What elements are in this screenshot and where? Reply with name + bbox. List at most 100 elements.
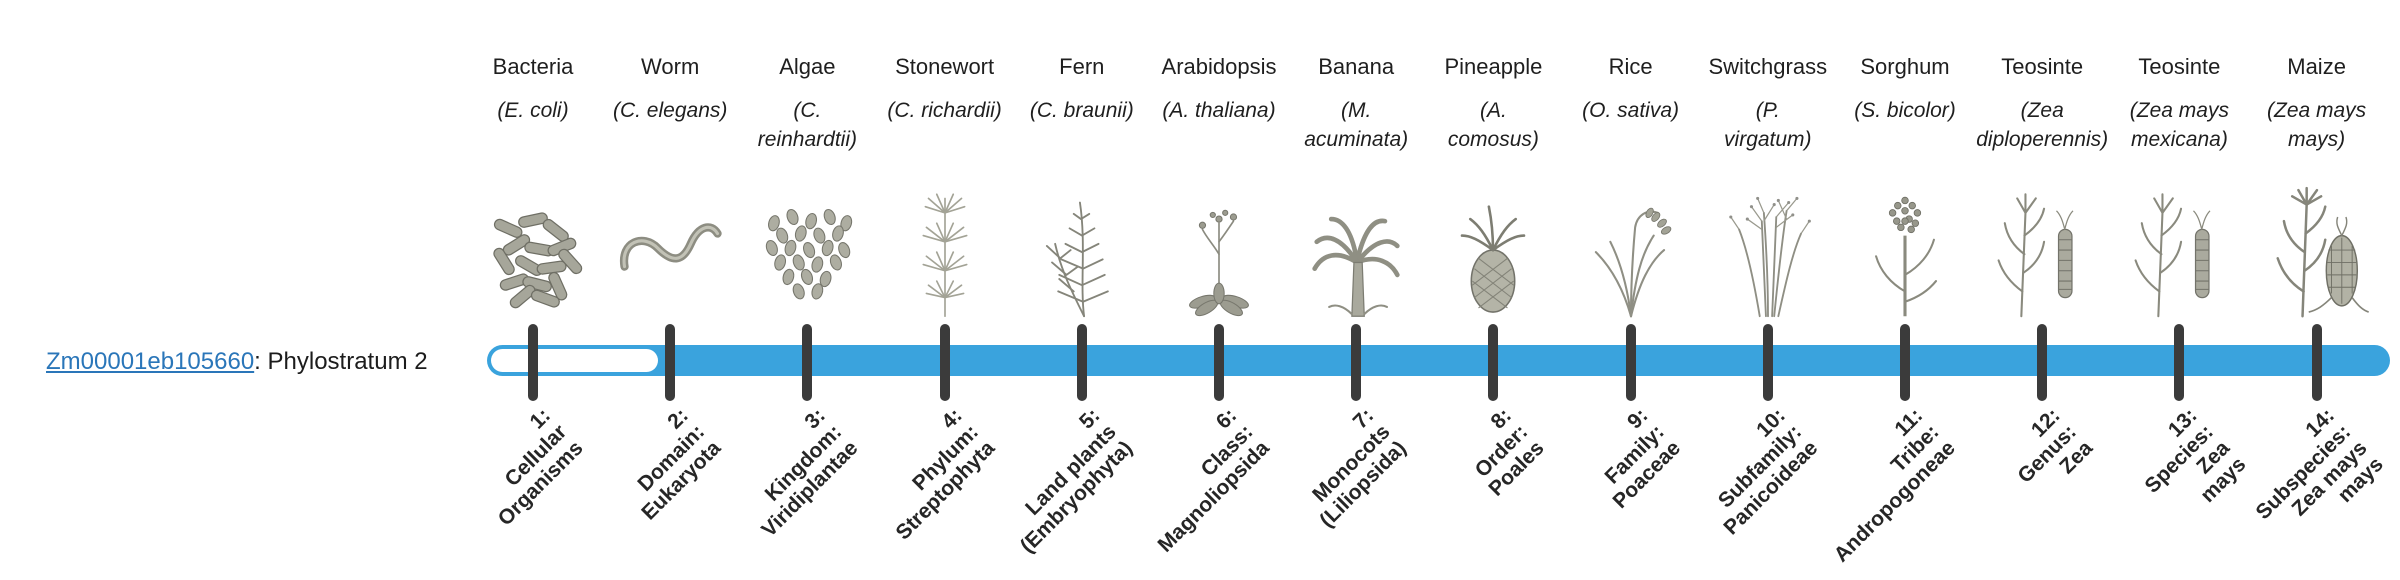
organism-common-name: Teosinte <box>2138 54 2221 79</box>
organism-common-name: Teosinte <box>2001 54 2084 79</box>
organism-column: Banana (M. acuminata) <box>1271 54 1441 317</box>
fern-illustration <box>1020 172 1144 322</box>
organism-column: Switchgrass (P. virgatum) <box>1683 54 1853 318</box>
scientific-name-line: (E. coli) <box>497 99 569 122</box>
scientific-name-line: (S. bicolor) <box>1854 99 1956 122</box>
organism-column: Teosinte (Zea diploperennis) <box>1957 54 2127 318</box>
scientific-name-line: (C. richardii) <box>887 99 1002 122</box>
rice-illustration <box>1569 172 1693 322</box>
scientific-name-line: mexicana) <box>2130 128 2228 151</box>
scientific-name-line: diploperennis) <box>1976 128 2109 151</box>
phylostratum-text: : Phylostratum 2 <box>254 348 428 375</box>
organism-scientific-name: (O. sativa) <box>1546 96 1716 125</box>
organism-column: Algae (C. reinhardtii) <box>722 54 892 300</box>
scientific-name-line: (M. <box>1341 99 1372 122</box>
phylostratum-stage-label: 2: Domain: Eukaryota <box>604 404 725 525</box>
scientific-name-line: comosus) <box>1447 128 1539 151</box>
gene-label: Zm00001eb105660: Phylostratum 2 <box>46 346 428 377</box>
phylostratum-tick <box>939 324 950 401</box>
switchgrass-illustration <box>1706 172 1830 322</box>
gene-id-link[interactable]: Zm00001eb105660 <box>46 348 255 375</box>
scientific-name-line: (A. <box>1479 99 1507 122</box>
organism-scientific-name: (E. coli) <box>448 96 618 125</box>
scientific-name-line: mays) <box>2288 128 2346 151</box>
phylostratum-bar-unfilled <box>491 349 659 372</box>
phylostratum-tick <box>1351 324 1362 401</box>
organism-scientific-name: (P. virgatum) <box>1683 96 1853 154</box>
organism-common-name: Banana <box>1318 54 1395 79</box>
phylostratum-bar <box>487 345 2390 376</box>
organism-scientific-name: (C. braunii) <box>997 96 1167 125</box>
phylostratum-stage-label: 3: Kingdom: Viridiplantae <box>725 404 862 542</box>
teosinte-illustration <box>1980 172 2104 322</box>
scientific-name-line: reinhardtii) <box>757 128 857 151</box>
phylostratum-stage-label: 7: Monocots (Liliopsida) <box>1283 404 1411 532</box>
maize-illustration <box>2255 172 2379 322</box>
organism-scientific-name: (C. richardii) <box>860 96 1030 125</box>
phylostratum-stage-label: 9: Family: Poaceae <box>1576 404 1686 513</box>
scientific-name-line: acuminata) <box>1304 128 1409 151</box>
scientific-name-line: (Zea mays <box>2129 99 2229 122</box>
scientific-name-line: (A. thaliana) <box>1162 99 1276 122</box>
phylostratum-tick <box>528 324 538 401</box>
organism-scientific-name: (S. bicolor) <box>1820 96 1990 125</box>
organism-common-name: Algae <box>779 54 836 79</box>
organism-column: Rice (O. sativa) <box>1546 54 1716 318</box>
phylostratum-tick <box>1488 324 1499 401</box>
organism-common-name: Switchgrass <box>1708 54 1828 79</box>
scientific-name-line: (P. <box>1755 99 1780 122</box>
organism-scientific-name: (M. acuminata) <box>1271 96 1441 154</box>
organism-common-name: Rice <box>1608 54 1653 79</box>
phylostratum-tick <box>1214 324 1224 401</box>
pineapple-illustration <box>1431 172 1555 322</box>
phylostratum-stage-label: 11: Tribe: Andropogoneae <box>1797 404 1960 567</box>
stonewort-illustration <box>883 172 1007 322</box>
scientific-name-line: (Zea <box>2020 99 2064 122</box>
banana-illustration <box>1294 172 1418 322</box>
arabidopsis-illustration <box>1157 172 1281 322</box>
organism-column: Fern (C. braunii) <box>997 54 1167 318</box>
phylostratum-stage-label: 6: Class: Magnoliopsida <box>1121 404 1274 557</box>
phylostratum-tick <box>2037 324 2048 401</box>
scientific-name-line: (O. sativa) <box>1582 99 1680 122</box>
phylostratum-stage-label: 12: Genus: Zea <box>1997 404 2097 504</box>
organism-common-name: Bacteria <box>492 54 574 79</box>
phylostratum-stage-label: 1: Cellular Organisms <box>461 404 588 530</box>
phylostratum-tick <box>1900 324 1910 401</box>
organism-column: Bacteria (E. coli) <box>448 54 618 309</box>
teosinte-illustration <box>2117 172 2241 322</box>
phylostratum-stage-label: 4: Phylum: Streptophyta <box>859 404 1000 544</box>
organism-common-name: Stonewort <box>895 54 995 79</box>
bacteria-illustration <box>471 172 595 322</box>
phylostratum-tick <box>2174 324 2185 401</box>
phylostratum-tick <box>1625 324 1636 401</box>
organism-column: Sorghum (S. bicolor) <box>1820 54 1990 317</box>
worm-illustration <box>608 172 732 322</box>
phylostratum-stage-label: 5: Land plants (Embryophyta) <box>983 404 1137 558</box>
phylostratum-tick <box>665 324 676 401</box>
organism-column: Worm (C. elegans) <box>585 54 755 271</box>
organism-common-name: Sorghum <box>1860 54 1950 79</box>
organism-common-name: Arabidopsis <box>1161 54 1277 79</box>
organism-column: Pineapple (A. comosus) <box>1408 54 1578 313</box>
organism-common-name: Fern <box>1059 54 1105 79</box>
organism-column: Arabidopsis (A. thaliana) <box>1134 54 1304 317</box>
phylostratum-stage-label: 14: Subspecies: Zea mays mays <box>2235 404 2387 557</box>
phylostratum-stage-label: 13: Species: Zea mays <box>2124 404 2251 530</box>
scientific-name-line: virgatum) <box>1724 128 1812 151</box>
scientific-name-line: (C. <box>793 99 822 122</box>
phylostratum-tick <box>1076 324 1087 401</box>
organism-scientific-name: (Zea mays mays) <box>2232 96 2400 154</box>
organism-scientific-name: (C. elegans) <box>585 96 755 125</box>
organism-common-name: Worm <box>641 54 700 79</box>
organism-scientific-name: (A. thaliana) <box>1134 96 1304 125</box>
organism-scientific-name: (C. reinhardtii) <box>722 96 892 154</box>
phylostratum-tick <box>802 324 813 401</box>
organism-common-name: Pineapple <box>1444 54 1543 79</box>
organism-column: Teosinte (Zea mays mexicana) <box>2094 54 2264 318</box>
algae-illustration <box>745 172 869 322</box>
phylostratum-stage-label: 8: Order: Poales <box>1452 404 1548 501</box>
phylostratum-tick <box>1762 324 1773 401</box>
organism-scientific-name: (Zea diploperennis) <box>1957 96 2127 154</box>
